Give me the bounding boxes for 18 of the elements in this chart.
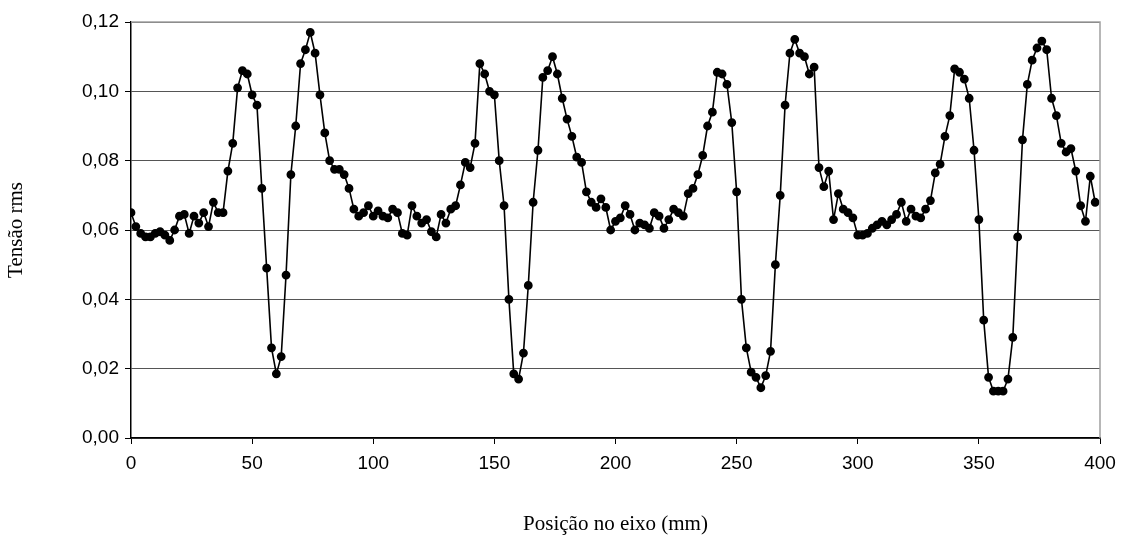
x-axis-title: Posição no eixo (mm) (523, 510, 708, 535)
y-tick-label: 0,04 (82, 287, 120, 309)
x-tick-label: 350 (963, 451, 995, 473)
x-tick-label: 50 (241, 451, 263, 473)
x-tick-label: 0 (125, 451, 137, 473)
x-tick-label: 250 (720, 451, 753, 473)
y-tick-label: 0,02 (82, 356, 119, 378)
y-tick-label: 0,10 (82, 79, 119, 101)
x-tick-label: 150 (478, 451, 511, 473)
y-tick-label: 0,08 (82, 148, 119, 170)
y-axis-title: Tensão rms (3, 182, 28, 278)
x-tick-label: 200 (599, 451, 632, 473)
y-tick-label: 0,00 (82, 426, 119, 448)
x-tick-label: 400 (1084, 451, 1116, 473)
x-tick-label: 100 (357, 451, 390, 473)
y-tick-label: 0,12 (82, 10, 119, 32)
y-tick-label: 0,06 (82, 218, 119, 240)
x-tick-label: 300 (841, 451, 874, 473)
